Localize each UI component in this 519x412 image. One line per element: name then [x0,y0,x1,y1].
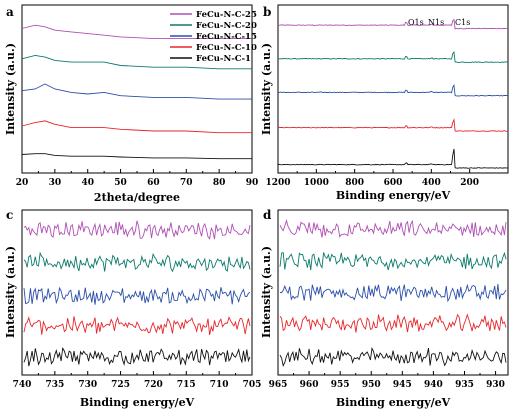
panel-b-xlabel: Binding energy/eV [336,189,451,202]
series-line [277,84,509,97]
series-line [279,346,507,368]
x-tick-label: 30 [49,178,62,188]
x-tick-label: 40 [81,178,94,188]
panel-b-curves [277,18,509,169]
series-line [21,153,252,160]
panel-a-x-ticks: 20 30 40 50 60 70 80 90 [16,169,259,188]
panel-a-ylabel: Intensity (a.u.) [4,43,17,135]
panel-c-ylabel: Intensity (a.u.) [4,246,17,338]
x-tick-label: 955 [331,380,350,390]
series-line [277,118,508,132]
x-tick-label: 600 [384,178,403,188]
x-tick-label: 20 [16,178,29,188]
panel-d-ylabel: Intensity (a.u.) [260,246,273,338]
series-line [279,283,507,303]
x-tick-label: 200 [460,178,479,188]
panel-b-x-ticks: 1200 1000 800 600 400 200 [265,169,479,188]
series-line [21,24,252,40]
series-line [23,286,251,305]
x-tick-label: 730 [78,380,97,390]
x-tick-label: 735 [45,380,64,390]
panel-d-xlabel: Binding energy/eV [336,396,451,409]
x-tick-label: 715 [177,380,196,390]
x-tick-label: 950 [362,380,381,390]
x-tick-label: 740 [13,380,32,390]
series-line [21,120,252,134]
x-tick-label: 80 [213,178,226,188]
panel-d-curves [279,219,507,368]
panel-b-ylabel: Intensity (a.u.) [260,43,273,135]
series-line [279,219,507,238]
series-line [23,316,251,335]
panel-a-curves [21,24,252,160]
x-tick-label: 945 [393,380,412,390]
x-tick-label: 70 [180,178,193,188]
x-tick-label: 720 [144,380,163,390]
series-line [279,313,507,333]
panel-b: b 1200 1000 800 600 400 200 O1s N1s C1s Bindi… [260,4,509,202]
legend: FeCu-N-C-25FeCu-N-C-20FeCu-N-C-15FeCu-N-… [170,10,257,64]
series-line [277,148,509,169]
panel-c-x-ticks: 740 735 730 725 720 715 710 705 [13,371,262,390]
x-tick-label: 1200 [265,178,290,188]
panel-b-label: b [263,5,271,19]
x-tick-label: 50 [114,178,127,188]
legend-label: FeCu-N-C-20 [196,21,257,31]
panel-a-label: a [6,5,14,19]
panel-d-frame [277,209,509,376]
panel-a-xlabel: 2theta/degree [94,191,180,204]
x-tick-label: 710 [210,380,229,390]
legend-label: FeCu-N-C-15 [196,32,257,42]
series-line [277,51,509,63]
series-line [21,54,252,70]
x-tick-label: 960 [300,380,319,390]
x-tick-label: 400 [422,178,441,188]
panel-b-frame [277,4,509,174]
annotation-c1s: C1s [455,18,470,27]
annotation-o1s: O1s [408,18,424,27]
x-tick-label: 935 [455,380,474,390]
x-tick-label: 60 [147,178,160,188]
annotation-n1s: N1s [428,18,444,27]
series-line [277,18,509,30]
panel-d-label: d [263,208,272,222]
panel-a: a 20 30 40 50 60 70 80 90 FeCu-N-C-25FeCu-N-C-2… [4,4,259,204]
panel-d: d 965 960 955 950 945 940 935 930 Binding energ… [260,208,509,409]
panel-c-label: c [6,208,13,222]
series-line [23,251,251,273]
x-tick-label: 705 [243,380,262,390]
series-line [23,220,251,240]
legend-label: FeCu-N-C-10 [196,43,257,53]
series-line [279,251,507,271]
legend-label: FeCu-N-C-25 [196,10,257,20]
x-tick-label: 800 [345,178,364,188]
x-tick-label: 940 [424,380,443,390]
x-tick-label: 1000 [304,178,329,188]
x-tick-label: 965 [269,380,288,390]
series-line [21,83,252,100]
panel-c-curves [23,220,251,367]
legend-label: FeCu-N-C-1 [196,54,251,64]
panel-d-x-ticks: 965 960 955 950 945 940 935 930 [269,371,505,390]
series-line [23,346,251,367]
x-tick-label: 930 [486,380,505,390]
x-tick-label: 90 [246,178,259,188]
x-tick-label: 725 [111,380,130,390]
panel-c: c 740 735 730 725 720 715 710 705 Binding energ… [4,208,261,409]
panel-c-xlabel: Binding energy/eV [80,396,195,409]
